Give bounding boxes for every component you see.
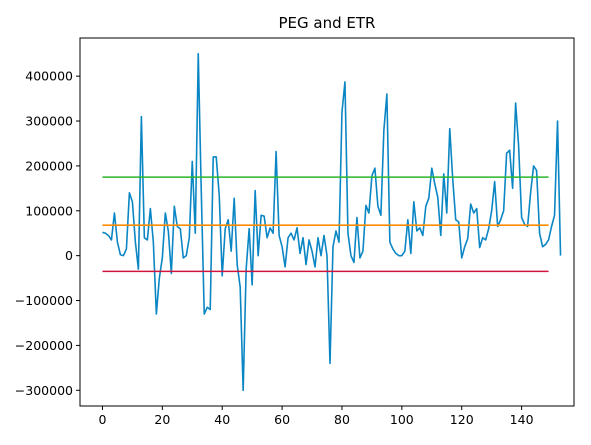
y-tick-label: 0 bbox=[65, 248, 73, 263]
plot-marks bbox=[102, 52, 562, 392]
series-line-0 bbox=[102, 52, 562, 392]
chart-title: PEG and ETR bbox=[279, 14, 376, 32]
x-tick-label: 60 bbox=[274, 412, 290, 427]
y-tick-label: −100000 bbox=[15, 293, 73, 308]
y-tick-label: 400000 bbox=[25, 69, 73, 84]
x-tick-label: 20 bbox=[154, 412, 170, 427]
y-tick-label: −300000 bbox=[15, 383, 73, 398]
x-tick-label: 80 bbox=[334, 412, 350, 427]
x-tick-label: 140 bbox=[510, 412, 534, 427]
y-tick-label: 300000 bbox=[25, 114, 73, 129]
axes: 0 20 40 60 80 100 120 140 −300000 −200000 −100000 0… bbox=[15, 37, 575, 427]
y-tick-label: 100000 bbox=[25, 203, 73, 218]
y-tick-label: −200000 bbox=[15, 338, 73, 353]
y-tick-label: 200000 bbox=[25, 158, 73, 173]
x-tick-label: 100 bbox=[390, 412, 414, 427]
x-tick-label: 0 bbox=[98, 412, 106, 427]
x-tick-label: 120 bbox=[450, 412, 474, 427]
axes-frame bbox=[79, 37, 575, 407]
x-tick-label: 40 bbox=[214, 412, 230, 427]
